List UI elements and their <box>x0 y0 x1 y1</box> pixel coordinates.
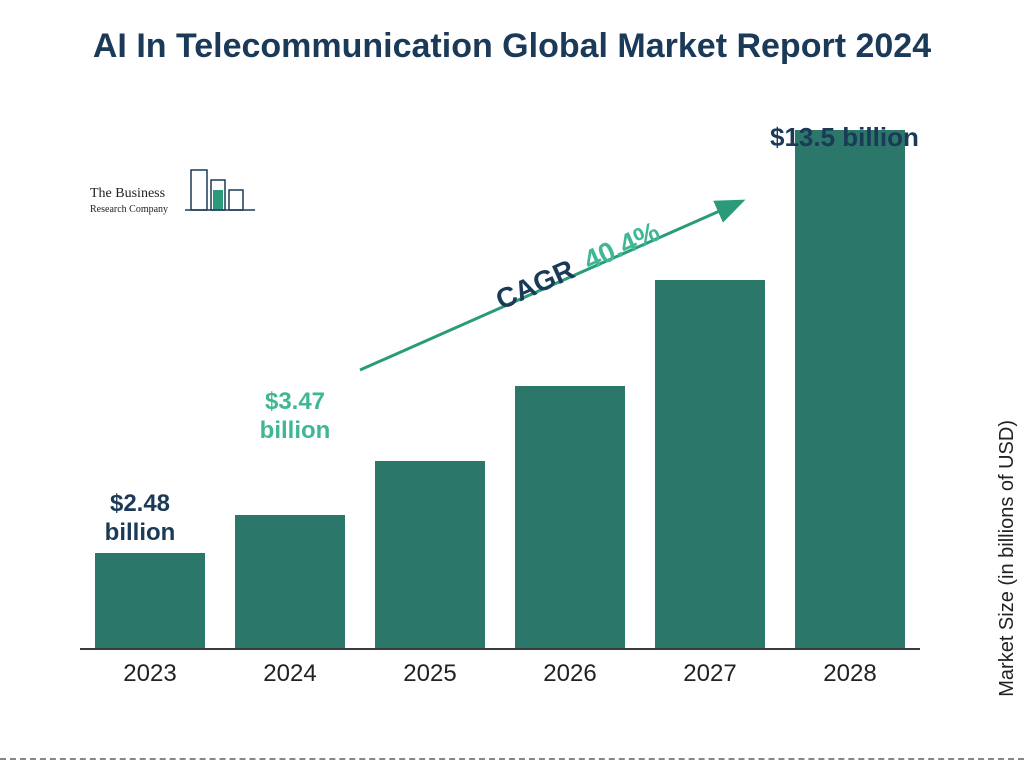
bar-2025 <box>360 461 500 648</box>
value-label-2028: $13.5 billion <box>770 122 970 153</box>
bar-rect-2026 <box>515 386 625 648</box>
bar-rect-2024 <box>235 515 345 648</box>
bar-rect-2023 <box>95 553 205 648</box>
x-label-2026: 2026 <box>500 660 640 688</box>
bar-2024 <box>220 515 360 648</box>
value-label-2024: $3.47 billion <box>235 388 355 446</box>
x-label-2024: 2024 <box>220 660 360 688</box>
bar-2026 <box>500 386 640 648</box>
x-label-2027: 2027 <box>640 660 780 688</box>
x-label-2023: 2023 <box>80 660 220 688</box>
value-label-2023: $2.48 billion <box>80 490 200 548</box>
bar-rect-2028 <box>795 130 905 648</box>
bar-rect-2025 <box>375 461 485 648</box>
y-axis-label: Market Size (in billions of USD) <box>996 420 1019 697</box>
x-axis-labels: 2023 2024 2025 2026 2027 2028 <box>80 660 920 688</box>
x-label-2028: 2028 <box>780 660 920 688</box>
cagr-annotation: CAGR 40.4% <box>350 190 770 390</box>
chart-title: AI In Telecommunication Global Market Re… <box>0 24 1024 68</box>
x-axis-line <box>80 648 920 650</box>
bar-2023 <box>80 553 220 648</box>
bottom-divider <box>0 758 1024 760</box>
x-label-2025: 2025 <box>360 660 500 688</box>
bar-2028 <box>780 130 920 648</box>
